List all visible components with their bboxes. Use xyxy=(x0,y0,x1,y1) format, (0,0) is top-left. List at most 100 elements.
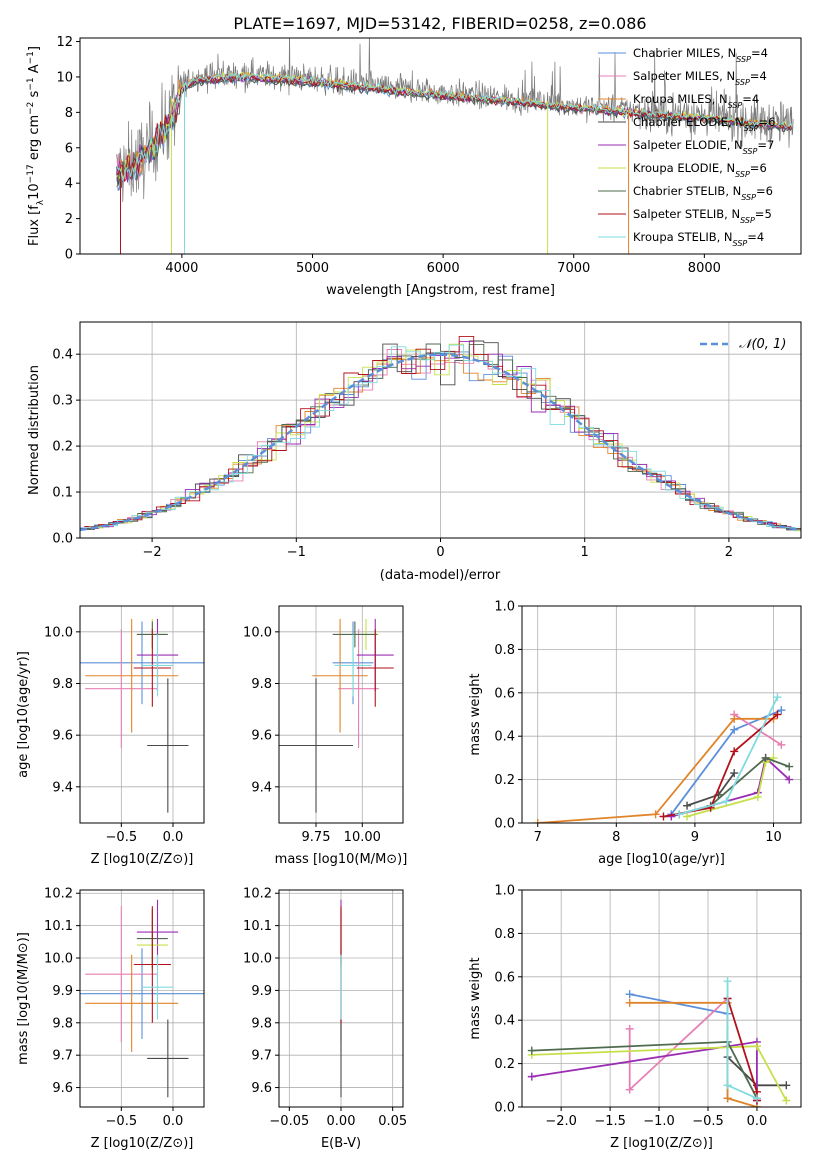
age-vs-mass-xlabel: mass [log10(M/M⊙)] xyxy=(275,852,408,867)
normal-curve xyxy=(80,353,801,532)
weight-vs-age-ytick-label-4: 0.8 xyxy=(494,643,515,658)
legend-nssp-value-kroupa-elodie: 6 xyxy=(759,161,766,175)
weight-vs-age-marker-kroupa-miles-0 xyxy=(533,819,542,823)
age-vs-Z-frame xyxy=(79,605,205,824)
weight-vs-age-xtick-label-0: 7 xyxy=(534,830,542,845)
flux-unit-a: 10 xyxy=(27,183,42,200)
legend-nssp-prefix: , N xyxy=(717,230,733,244)
weight-vs-age-ytick-label-1: 0.2 xyxy=(494,773,515,788)
weight-vs-Z-plot-area xyxy=(527,977,791,1107)
flux-unit-c: s xyxy=(27,90,42,101)
model-spectrum-kroupa-stelib xyxy=(116,72,793,181)
weight-vs-age-marker-salpeter-stelib-2 xyxy=(730,747,739,756)
legend-nssp-eq: = xyxy=(750,161,760,175)
weight-vs-age-panel: 7 8 9 10 0.0 0.2 0.4 0.6 0.8 1.0 age [log10(age/yr… xyxy=(468,600,802,867)
weight-vs-age-xtick-label-1: 8 xyxy=(612,830,620,845)
legend-nssp-prefix: , N xyxy=(728,115,744,129)
mass-vs-ebv-ytick-label-3: 9.9 xyxy=(251,984,272,999)
age-vs-Z-ytick-label-1: 9.6 xyxy=(52,729,73,744)
legend-nssp-value-salpeter-stelib: 5 xyxy=(764,207,771,221)
legend-nssp-eq: = xyxy=(751,46,761,60)
weight-vs-age-marker-kroupa-stelib-0 xyxy=(675,810,684,819)
weight-vs-age-ytick-label-2: 0.4 xyxy=(494,730,515,745)
weight-vs-Z-marker-kroupa-elodie-1 xyxy=(752,1042,761,1051)
weight-vs-Z-marker-chabrier-stelib-0 xyxy=(527,1046,536,1055)
mass-vs-ebv-ytick-label-2: 9.8 xyxy=(251,1016,272,1031)
weight-vs-Z-marker-kroupa-stelib-0 xyxy=(723,977,732,986)
weight-vs-age-ytick-label-3: 0.6 xyxy=(494,686,515,701)
legend-name-salpeter-elodie: Salpeter ELODIE xyxy=(633,138,727,152)
mass-vs-ebv-ytick-label-1: 9.7 xyxy=(251,1049,272,1064)
spectrum-xtick-label-3: 7000 xyxy=(557,261,590,276)
age-vs-mass-frame xyxy=(278,605,404,824)
weight-vs-age-marker-chabrier-elodie-2 xyxy=(730,769,739,778)
weight-vs-age-marker-salpeter-elodie-3 xyxy=(785,775,794,784)
legend-name-kroupa-stelib: Kroupa STELIB xyxy=(633,230,717,244)
legend-name-salpeter-stelib: Salpeter STELIB xyxy=(633,207,724,221)
weight-vs-age-marker-chabrier-miles-2 xyxy=(777,706,786,715)
legend-label-kroupa-miles: Kroupa MILES, NSSP=4 xyxy=(633,92,759,110)
weight-vs-Z-ytick-label-0: 0.0 xyxy=(494,1101,515,1116)
legend-nssp-sub: SSP xyxy=(728,101,743,110)
weight-vs-Z-marker-salpeter-elodie-0 xyxy=(527,1072,536,1081)
legend-label-salpeter-miles: Salpeter MILES, NSSP=4 xyxy=(633,69,767,87)
age-vs-mass-ytick-label-1: 9.6 xyxy=(251,729,272,744)
legend-name-chabrier-stelib: Chabrier STELIB xyxy=(633,184,725,198)
model-spectrum-salpeter-stelib xyxy=(116,73,793,183)
flux-unit-b: erg cm xyxy=(27,115,42,164)
weight-vs-age-ylabel: mass weight xyxy=(468,673,483,755)
weight-vs-age-marker-salpeter-elodie-0 xyxy=(667,812,676,821)
flux-exp-3: −1 xyxy=(26,77,36,90)
weight-vs-Z-marker-salpeter-miles-1 xyxy=(625,1085,634,1094)
weight-vs-Z-ytick-label-2: 0.4 xyxy=(494,1014,515,1029)
age-vs-Z-panel: −0.5 0.0 9.4 9.6 9.8 10.0 Z [log10(Z/Z⊙)] age [… xyxy=(16,605,205,867)
spectrum-plot-area xyxy=(116,38,794,254)
weight-vs-age-marker-kroupa-stelib-2 xyxy=(773,693,782,702)
residuals-xtick-label-4: 2 xyxy=(725,545,733,560)
legend-nssp-eq: = xyxy=(757,138,767,152)
mass-vs-ebv-xtick-label-2: 0.05 xyxy=(378,1114,407,1129)
age-vs-mass-ytick-label-2: 9.8 xyxy=(251,677,272,692)
weight-vs-age-line-kroupa-miles xyxy=(537,717,774,823)
legend-nssp-value-chabrier-stelib: 6 xyxy=(766,184,773,198)
weight-vs-Z-xtick-label-1: −1.5 xyxy=(594,1114,626,1129)
weight-vs-age-xlabel: age [log10(age/yr)] xyxy=(598,852,725,867)
residuals-ytick-label-3: 0.3 xyxy=(52,394,73,409)
legend-nssp-prefix: , N xyxy=(724,207,740,221)
mass-vs-Z-xlabel: Z [log10(Z/Z⊙)] xyxy=(91,1136,194,1151)
age-vs-Z-ytick-label-2: 9.8 xyxy=(52,677,73,692)
mass-vs-Z-ytick-label-5: 10.1 xyxy=(44,919,73,934)
age-vs-Z-xtick-label-0: −0.5 xyxy=(106,830,138,845)
mass-vs-ebv-ytick-label-5: 10.1 xyxy=(243,919,272,934)
residuals-xtick-label-2: 0 xyxy=(436,545,444,560)
residuals-ytick-label-2: 0.2 xyxy=(52,440,73,455)
weight-vs-age-marker-kroupa-stelib-1 xyxy=(722,797,731,806)
weight-vs-Z-ytick-label-5: 1.0 xyxy=(494,884,515,899)
legend-nssp-prefix: , N xyxy=(720,46,736,60)
weight-vs-age-xtick-label-2: 9 xyxy=(691,830,699,845)
spectrum-panel: 4000 5000 6000 7000 8000024681012wavelength … xyxy=(26,35,802,298)
normal-legend-label: 𝒩(0, 1) xyxy=(739,337,786,352)
mass-vs-Z-ytick-label-1: 9.7 xyxy=(52,1049,73,1064)
age-vs-mass-ytick-label-0: 9.4 xyxy=(251,780,272,795)
weight-vs-age-ytick-label-5: 1.0 xyxy=(494,600,515,615)
spectrum-xtick-label-0: 4000 xyxy=(165,261,198,276)
legend-nssp-eq: = xyxy=(756,184,766,198)
weight-vs-age-marker-salpeter-miles-1 xyxy=(777,740,786,749)
legend-label-kroupa-stelib: Kroupa STELIB, NSSP=4 xyxy=(633,230,764,248)
residuals-ytick-label-0: 0.0 xyxy=(52,532,73,547)
weight-vs-Z-marker-salpeter-miles-0 xyxy=(625,1024,634,1033)
weight-vs-Z-marker-kroupa-miles-2 xyxy=(723,1094,732,1103)
weight-vs-age-marker-chabrier-stelib-2 xyxy=(761,753,770,762)
spectrum-ylabel: Flux [fλ10−17 erg cm−2 s−1 A−1] xyxy=(26,46,46,246)
spectrum-frame xyxy=(79,37,802,255)
weight-vs-age-marker-chabrier-miles-1 xyxy=(730,725,739,734)
weight-vs-Z-xtick-label-0: −2.0 xyxy=(545,1114,577,1129)
mass-vs-Z-ylabel: mass [log10(M/M⊙)] xyxy=(16,932,31,1065)
spectrum-ytick-label-1: 2 xyxy=(65,212,73,227)
legend-nssp-eq: = xyxy=(747,230,757,244)
age-vs-mass-panel: 9.75 10.00 9.4 9.6 9.8 10.0 mass [log10(M/M⊙)] xyxy=(243,605,408,867)
weight-vs-Z-marker-kroupa-stelib-1 xyxy=(723,1081,732,1090)
residuals-ytick-label-4: 0.4 xyxy=(52,348,73,363)
